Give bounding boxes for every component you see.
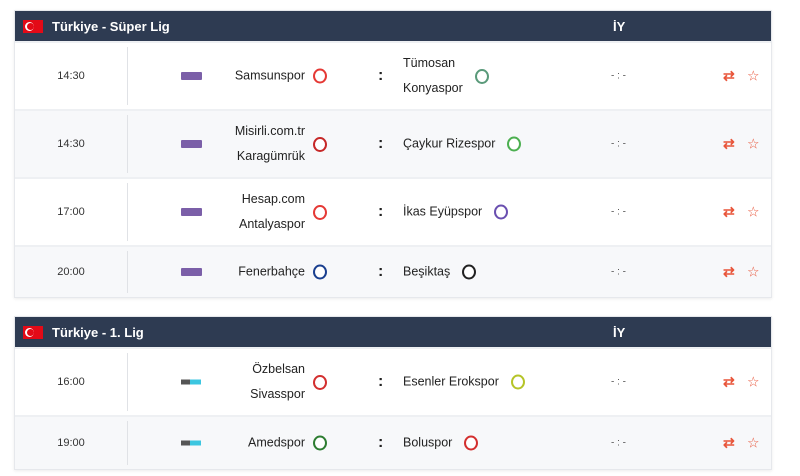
away-team[interactable]: Çaykur Rizespor <box>403 132 522 157</box>
match-row[interactable]: 14:30 Samsunspor : Tümosan Konyaspor - : … <box>15 41 771 109</box>
league-header[interactable]: Türkiye - Süper Lig İY <box>15 11 771 41</box>
divider <box>127 353 128 411</box>
trt-channel-logo <box>181 440 201 446</box>
home-team-logo-icon <box>313 68 327 84</box>
swap-icon[interactable]: ⇄ <box>723 135 735 152</box>
divider <box>127 183 128 241</box>
vs-separator: : <box>378 434 384 451</box>
home-team-name-line: Misirli.com.tr <box>234 124 305 138</box>
away-team-logo-icon <box>474 68 489 84</box>
home-team-name-line: Özbelsan <box>252 362 305 376</box>
home-team-name-line: Sivasspor <box>250 387 305 401</box>
away-team-name-line: Konyaspor <box>403 81 463 95</box>
home-team-logo-icon <box>313 435 327 451</box>
half-time-column-label: İY <box>613 18 626 34</box>
home-team-logo-icon <box>313 264 327 280</box>
star-outline-icon[interactable]: ☆ <box>747 203 760 220</box>
star-outline-icon[interactable]: ☆ <box>747 373 760 390</box>
home-team-name-line: Antalyaspor <box>238 217 305 231</box>
home-team[interactable]: Samsunspor <box>235 64 327 89</box>
away-team[interactable]: Esenler Erokspor <box>403 370 525 395</box>
star-outline-icon[interactable]: ☆ <box>747 263 760 280</box>
home-team-logo-icon <box>313 136 327 152</box>
match-time: 17:00 <box>57 206 85 218</box>
vs-separator: : <box>378 135 384 152</box>
away-team-name-line: İkas Eyüpspor <box>403 204 483 219</box>
turkey-flag-icon <box>23 325 43 339</box>
swap-icon[interactable]: ⇄ <box>723 434 735 451</box>
trt-channel-logo <box>181 379 201 385</box>
swap-icon[interactable]: ⇄ <box>723 263 735 280</box>
match-time: 16:00 <box>57 376 85 388</box>
league-header[interactable]: Türkiye - 1. Lig İY <box>15 317 771 347</box>
match-time: 14:30 <box>57 138 85 150</box>
vs-separator: : <box>378 263 384 280</box>
bein-channel-logo <box>181 208 202 216</box>
away-team[interactable]: Boluspor <box>403 431 479 456</box>
vs-separator: : <box>378 203 384 220</box>
match-row[interactable]: 16:00 Özbelsan Sivasspor : Esenler Eroksp… <box>15 347 771 415</box>
league-name: Türkiye - Süper Lig <box>52 18 170 34</box>
swap-icon[interactable]: ⇄ <box>723 373 735 390</box>
away-team[interactable]: İkas Eyüpspor <box>403 200 509 225</box>
home-team-name-line: Karagümrük <box>236 149 305 163</box>
home-team-name-line: Samsunspor <box>234 68 305 83</box>
home-team[interactable]: Hesap.com Antalyaspor <box>239 187 327 237</box>
bein-channel-logo <box>181 268 202 276</box>
vs-separator: : <box>378 373 384 390</box>
league-section: Türkiye - Süper Lig İY 14:30 Samsunspor : … <box>14 10 772 298</box>
half-time-score: - : - <box>611 376 626 388</box>
turkey-flag-icon <box>23 19 43 33</box>
half-time-score: - : - <box>611 206 626 218</box>
half-time-score: - : - <box>611 70 626 82</box>
half-time-score: - : - <box>611 266 626 278</box>
away-team-logo-icon <box>494 204 509 220</box>
star-outline-icon[interactable]: ☆ <box>747 135 760 152</box>
home-team-logo-icon <box>313 204 327 220</box>
league-section: Türkiye - 1. Lig İY 16:00 Özbelsan Sivasspo… <box>14 316 772 470</box>
home-team[interactable]: Amedspor <box>248 431 327 456</box>
vs-separator: : <box>378 67 384 84</box>
swap-icon[interactable]: ⇄ <box>723 67 735 84</box>
away-team-name-line: Tümosan <box>403 56 456 70</box>
match-row[interactable]: 19:00 Amedspor : Boluspor - : - ⇄ ☆ <box>15 415 771 469</box>
divider <box>127 421 128 465</box>
divider <box>127 47 128 105</box>
bein-channel-logo <box>181 72 202 80</box>
match-time: 14:30 <box>57 70 85 82</box>
half-time-score: - : - <box>611 437 626 449</box>
half-time-score: - : - <box>611 138 626 150</box>
divider <box>127 115 128 173</box>
away-team[interactable]: Tümosan Konyaspor <box>403 51 489 101</box>
match-row[interactable]: 14:30 Misirli.com.tr Karagümrük : Çaykur … <box>15 109 771 177</box>
away-team-name-line: Esenler Erokspor <box>403 374 499 389</box>
home-team-logo-icon <box>313 374 327 390</box>
away-team-name-line: Beşiktaş <box>403 264 451 279</box>
match-time: 20:00 <box>57 266 85 278</box>
bein-channel-logo <box>181 140 202 148</box>
home-team[interactable]: Misirli.com.tr Karagümrük <box>235 119 327 169</box>
home-team[interactable]: Özbelsan Sivasspor <box>250 357 327 407</box>
home-team[interactable]: Fenerbahçe <box>238 260 327 285</box>
league-name: Türkiye - 1. Lig <box>52 324 144 340</box>
half-time-column-label: İY <box>613 324 626 340</box>
match-time: 19:00 <box>57 437 85 449</box>
star-outline-icon[interactable]: ☆ <box>747 434 760 451</box>
away-team-logo-icon <box>507 136 522 152</box>
away-team-logo-icon <box>510 374 525 390</box>
away-team-name-line: Boluspor <box>403 435 453 450</box>
away-team-logo-icon <box>464 435 479 451</box>
home-team-name-line: Fenerbahçe <box>238 264 305 279</box>
divider <box>127 251 128 293</box>
home-team-name-line: Amedspor <box>248 435 305 450</box>
match-row[interactable]: 20:00 Fenerbahçe : Beşiktaş - : - ⇄ ☆ <box>15 245 771 297</box>
away-team-logo-icon <box>462 264 477 280</box>
match-row[interactable]: 17:00 Hesap.com Antalyaspor : İkas Eyüpsp… <box>15 177 771 245</box>
away-team[interactable]: Beşiktaş <box>403 260 477 285</box>
swap-icon[interactable]: ⇄ <box>723 203 735 220</box>
star-outline-icon[interactable]: ☆ <box>747 67 760 84</box>
away-team-name-line: Çaykur Rizespor <box>403 136 496 151</box>
home-team-name-line: Hesap.com <box>241 192 305 206</box>
